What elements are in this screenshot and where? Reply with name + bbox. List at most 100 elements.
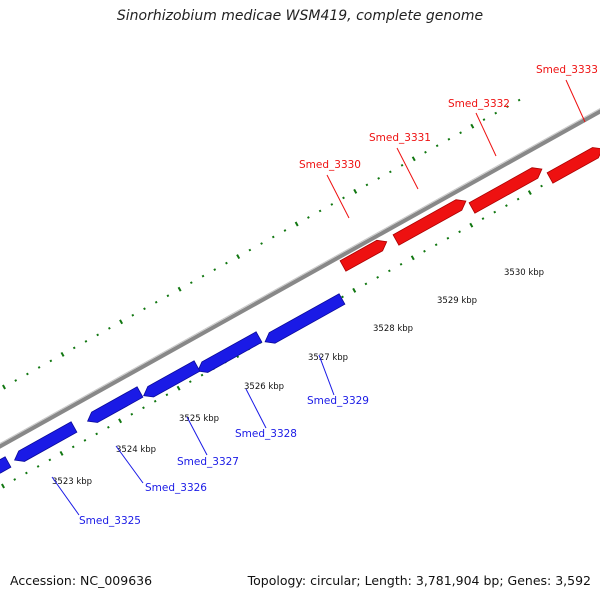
reverse-gene-leader xyxy=(318,354,335,396)
lower-tick xyxy=(95,432,99,436)
upper-tick xyxy=(189,281,193,285)
upper-tick xyxy=(271,235,275,239)
reverse-gene-label[interactable]: Smed_3327 xyxy=(177,456,239,468)
upper-tick xyxy=(411,156,416,162)
upper-tick xyxy=(225,261,228,265)
forward-gene-label[interactable]: Smed_3332 xyxy=(448,98,510,110)
upper-tick xyxy=(482,118,486,122)
upper-tick xyxy=(143,307,146,311)
upper-tick xyxy=(248,248,252,252)
lower-tick xyxy=(25,471,28,475)
upper-tick xyxy=(131,313,135,317)
lower-tick xyxy=(540,184,543,188)
upper-tick xyxy=(154,300,158,304)
upper-tick xyxy=(506,105,509,108)
scale-tick-label: 3524 kbp xyxy=(116,445,156,455)
lower-tick xyxy=(1,483,5,489)
lower-tick xyxy=(446,236,450,240)
lower-tick xyxy=(71,445,75,449)
upper-tick xyxy=(14,379,18,382)
lower-tick xyxy=(387,269,391,273)
upper-tick xyxy=(494,111,498,115)
forward-gene-leader xyxy=(396,147,419,190)
upper-tick xyxy=(119,319,124,325)
reverse-gene-label[interactable]: Smed_3325 xyxy=(79,515,141,527)
scale-tick-label: 3526 kbp xyxy=(244,382,284,392)
lower-tick xyxy=(13,478,17,481)
upper-tick xyxy=(470,123,475,129)
reverse-gene-arrow[interactable] xyxy=(197,331,263,373)
lower-tick xyxy=(165,393,169,397)
reverse-gene-arrow[interactable] xyxy=(87,386,144,423)
forward-gene-arrow[interactable] xyxy=(546,147,600,184)
reverse-gene-arrow[interactable] xyxy=(14,421,78,462)
forward-gene-arrow[interactable] xyxy=(392,199,467,246)
forward-gene-label[interactable]: Smed_3331 xyxy=(369,132,431,144)
reverse-gene-arrow[interactable] xyxy=(0,456,12,474)
lower-tick xyxy=(516,197,520,201)
upper-tick xyxy=(177,286,182,292)
upper-tick xyxy=(517,98,521,102)
forward-gene-arrow[interactable] xyxy=(339,239,388,272)
lower-tick xyxy=(59,450,64,456)
lower-tick xyxy=(505,204,508,207)
lower-tick xyxy=(434,243,438,247)
backbone-line xyxy=(0,109,600,449)
lower-tick xyxy=(527,190,532,196)
upper-tick xyxy=(318,209,322,213)
upper-tick xyxy=(260,242,263,245)
upper-tick xyxy=(49,359,53,363)
reverse-gene-leader xyxy=(186,416,208,456)
upper-tick xyxy=(60,351,65,357)
lower-tick xyxy=(481,217,485,221)
reverse-gene-label[interactable]: Smed_3329 xyxy=(307,395,369,407)
lower-tick xyxy=(376,275,380,279)
lower-tick xyxy=(107,425,110,429)
forward-gene-leader xyxy=(565,79,586,123)
upper-tick xyxy=(447,137,451,141)
labels-layer: 3523 kbp 3524 kbp 3525 kbp 3526 kbp 3527 kbp… xyxy=(51,64,598,527)
reverse-gene-arrow[interactable] xyxy=(143,360,201,398)
upper-tick xyxy=(37,366,41,369)
backbone-highlight xyxy=(0,108,600,444)
upper-tick xyxy=(96,333,100,337)
upper-tick xyxy=(108,326,111,330)
upper-tick xyxy=(283,229,287,232)
lower-tick xyxy=(36,465,40,468)
lower-tick xyxy=(83,438,87,442)
scale-tick-label: 3525 kbp xyxy=(179,414,219,424)
upper-tick xyxy=(201,274,205,278)
upper-tick xyxy=(459,131,462,135)
reverse-gene-label[interactable]: Smed_3326 xyxy=(145,482,207,494)
upper-tick xyxy=(424,150,427,154)
lower-tick xyxy=(176,385,181,391)
upper-tick xyxy=(353,188,358,194)
reverse-gene-leader xyxy=(115,445,144,484)
reverse-gene-leader xyxy=(51,476,80,516)
scale-tick-label: 3527 kbp xyxy=(308,353,348,363)
upper-tick xyxy=(84,339,88,343)
reverse-gene-label[interactable]: Smed_3328 xyxy=(235,428,297,440)
lower-tick xyxy=(399,262,403,266)
lower-tick xyxy=(142,406,145,410)
forward-gene-label[interactable]: Smed_3330 xyxy=(299,159,361,171)
genome-summary-text: Topology: circular; Length: 3,781,904 bp… xyxy=(247,573,591,588)
reverse-gene-arrow[interactable] xyxy=(264,293,346,344)
upper-tick xyxy=(307,216,310,219)
upper-tick xyxy=(330,203,334,206)
genes-layer xyxy=(0,147,600,474)
forward-gene-leader xyxy=(475,112,497,157)
scale-tick-label: 3523 kbp xyxy=(52,477,92,487)
lower-tick xyxy=(341,295,344,299)
upper-tick xyxy=(400,163,404,167)
upper-tick xyxy=(435,144,439,148)
lower-tick xyxy=(200,373,204,377)
lower-tick xyxy=(48,458,52,462)
scale-tick-label: 3529 kbp xyxy=(437,296,477,306)
forward-gene-arrow[interactable] xyxy=(468,167,543,214)
upper-tick xyxy=(236,254,241,260)
forward-gene-label[interactable]: Smed_3333 xyxy=(536,64,598,76)
lower-tick xyxy=(188,380,192,384)
lower-tick xyxy=(153,399,157,403)
